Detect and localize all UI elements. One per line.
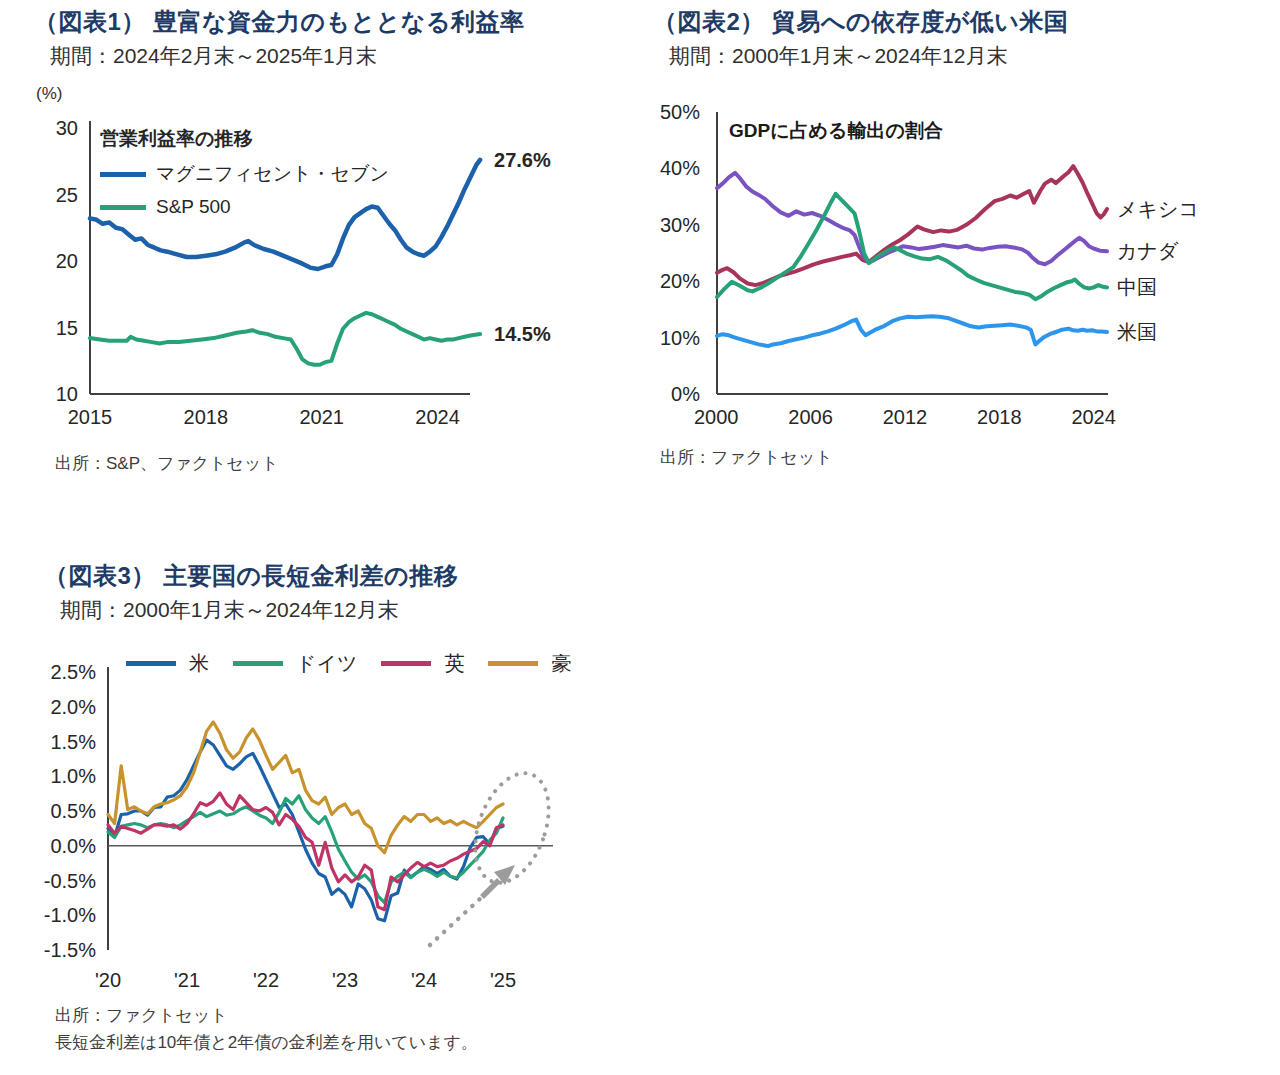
- y-tick-label: -1.0%: [44, 904, 96, 926]
- legend-line-swatch: [488, 661, 538, 666]
- legend-label: 英: [444, 650, 464, 677]
- series-right-label-us: 米国: [1117, 321, 1157, 343]
- y-tick-label: 0.5%: [50, 800, 96, 822]
- chart1-title: （図表1） 豊富な資金力のもととなる利益率: [34, 6, 524, 38]
- legend-item-magnificent-seven: マグニフィセント・セブン: [100, 161, 389, 187]
- legend-line-swatch: [233, 661, 283, 666]
- y-tick-label: 0%: [671, 383, 700, 405]
- legend-item-germany: ドイツ: [233, 650, 357, 677]
- chart1-subtitle: 期間：2024年2月末～2025年1月末: [50, 42, 377, 70]
- legend-label: ドイツ: [296, 650, 357, 677]
- y-tick-label: -1.5%: [44, 939, 96, 961]
- x-tick-label: 2018: [977, 406, 1022, 428]
- chart2-source: 出所：ファクトセット: [660, 446, 833, 469]
- legend-line-swatch: [126, 661, 176, 666]
- x-tick-label: '23: [332, 969, 358, 991]
- y-tick-label: 2.5%: [50, 661, 96, 683]
- page-canvas: 3025201510201520182021202427.6%14.5%50%4…: [0, 0, 1280, 1075]
- x-tick-label: 2015: [68, 406, 113, 428]
- series-end-label-magnificent-seven: 27.6%: [494, 149, 551, 171]
- y-tick-label: 15: [56, 317, 78, 339]
- chart2-title: （図表2） 貿易への依存度が低い米国: [653, 6, 1068, 38]
- x-tick-label: 2024: [415, 406, 460, 428]
- chart1-inner-title: 営業利益率の推移: [100, 126, 389, 152]
- legend-item-sp500: S&P 500: [100, 196, 389, 218]
- series-line-sp500: [90, 313, 480, 365]
- chart3-source: 出所：ファクトセット: [55, 1004, 228, 1027]
- x-tick-label: 2024: [1071, 406, 1116, 428]
- y-tick-label: 20%: [660, 270, 700, 292]
- x-tick-label: '25: [490, 969, 516, 991]
- series-line-us-spread: [108, 740, 503, 921]
- legend-line-swatch: [381, 661, 431, 666]
- x-tick-label: '20: [95, 969, 121, 991]
- x-tick-label: 2006: [788, 406, 833, 428]
- y-tick-label: 10: [56, 383, 78, 405]
- legend-label: マグニフィセント・セブン: [156, 161, 389, 187]
- legend-label: 米: [189, 650, 209, 677]
- series-line-mexico: [717, 166, 1107, 285]
- legend-label: 豪: [551, 650, 571, 677]
- y-tick-label: 1.0%: [50, 765, 96, 787]
- chart3-note: 長短金利差は10年債と2年債の金利差を用いています。: [55, 1031, 478, 1054]
- legend-line-swatch: [100, 172, 146, 177]
- y-tick-label: 20: [56, 250, 78, 272]
- y-tick-label: -0.5%: [44, 870, 96, 892]
- y-tick-label: 25: [56, 184, 78, 206]
- x-tick-label: '22: [253, 969, 279, 991]
- legend-label: S&P 500: [156, 196, 231, 218]
- legend-item-us: 米: [126, 650, 209, 677]
- chart2-subtitle: 期間：2000年1月末～2024年12月末: [669, 42, 1007, 70]
- series-end-label-sp500: 14.5%: [494, 323, 551, 345]
- y-tick-label: 40%: [660, 157, 700, 179]
- chart2-inner-title: GDPに占める輸出の割合: [729, 118, 943, 144]
- legend-item-uk: 英: [381, 650, 464, 677]
- x-tick-label: 2000: [694, 406, 739, 428]
- chart3-title: （図表3） 主要国の長短金利差の推移: [44, 560, 458, 592]
- series-right-label-mexico: メキシコ: [1117, 198, 1199, 220]
- series-right-label-canada: カナダ: [1117, 240, 1179, 262]
- series-line-us: [717, 316, 1107, 346]
- x-tick-label: 2012: [883, 406, 928, 428]
- chart1-source: 出所：S&P、ファクトセット: [55, 452, 279, 475]
- series-right-label-china: 中国: [1117, 276, 1157, 298]
- y-tick-label: 30%: [660, 214, 700, 236]
- x-tick-label: '24: [411, 969, 437, 991]
- y-tick-label: 1.5%: [50, 731, 96, 753]
- chart3-subtitle: 期間：2000年1月末～2024年12月末: [60, 596, 398, 624]
- series-line-canada: [717, 173, 1107, 264]
- legend-line-swatch: [100, 205, 146, 210]
- y-tick-label: 30: [56, 117, 78, 139]
- annotation-dotted-line: [430, 897, 482, 945]
- y-tick-label: 2.0%: [50, 696, 96, 718]
- chart3-legend: 米 ドイツ 英 豪: [126, 650, 571, 677]
- chart1-legend: 営業利益率の推移 マグニフィセント・セブン S&P 500: [100, 126, 389, 218]
- series-line-australia-spread: [108, 722, 503, 853]
- legend-item-australia: 豪: [488, 650, 571, 677]
- chart1-unit-label: (%): [36, 84, 62, 104]
- y-tick-label: 10%: [660, 327, 700, 349]
- y-tick-label: 0.0%: [50, 835, 96, 857]
- x-tick-label: 2021: [299, 406, 344, 428]
- y-tick-label: 50%: [660, 101, 700, 123]
- x-tick-label: 2018: [184, 406, 229, 428]
- x-tick-label: '21: [174, 969, 200, 991]
